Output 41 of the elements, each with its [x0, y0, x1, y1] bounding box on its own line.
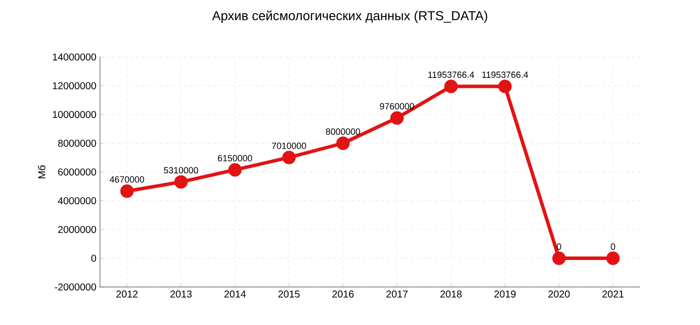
point: [498, 80, 512, 94]
y-tick-label: -2000000: [54, 283, 96, 291]
x-tick-label: 2021: [602, 290, 624, 298]
data-label: 7010000: [272, 142, 306, 149]
data-label: 0: [556, 243, 562, 250]
x-tick-label: 2016: [332, 290, 354, 298]
point: [120, 184, 134, 198]
point: [552, 252, 566, 265]
y-tick-label: 6000000: [58, 168, 96, 176]
point: [336, 136, 350, 150]
data-label: 4670000: [110, 176, 144, 183]
data-label: 11953766.4: [482, 72, 528, 78]
x-tick-label: 2012: [116, 290, 138, 298]
data-label: 11953766.4: [428, 72, 474, 78]
point: [228, 163, 242, 177]
y-tick-label: 14000000: [52, 53, 96, 61]
x-tick-label: 2014: [224, 290, 246, 298]
y-tick-label: 10000000: [52, 110, 96, 118]
y-tick-label: 0: [91, 254, 96, 262]
point: [390, 111, 404, 125]
point: [174, 175, 188, 189]
point: [606, 252, 620, 265]
x-tick-label: 2013: [170, 290, 192, 298]
data-label: 0: [610, 243, 616, 250]
y-tick-label: 12000000: [52, 82, 96, 90]
x-tick-label: 2015: [278, 290, 300, 298]
data-label: 6150000: [218, 154, 252, 162]
data-label: 9760000: [380, 103, 414, 110]
y-tick-label: 4000000: [58, 197, 96, 204]
y-axis-title: Мб: [38, 165, 46, 178]
x-tick-label: 2018: [440, 290, 462, 298]
data-label: 8000000: [326, 128, 360, 135]
point: [444, 80, 458, 94]
x-tick-label: 2020: [548, 290, 570, 298]
point: [282, 150, 296, 164]
y-tick-label: 8000000: [58, 140, 96, 147]
data-label: 5310000: [164, 167, 198, 174]
x-tick-label: 2019: [494, 290, 516, 298]
chart-title: Архив сейсмологических данных (RTS_DATA): [212, 10, 488, 23]
x-tick-label: 2017: [386, 290, 408, 298]
y-tick-label: 2000000: [58, 226, 96, 234]
